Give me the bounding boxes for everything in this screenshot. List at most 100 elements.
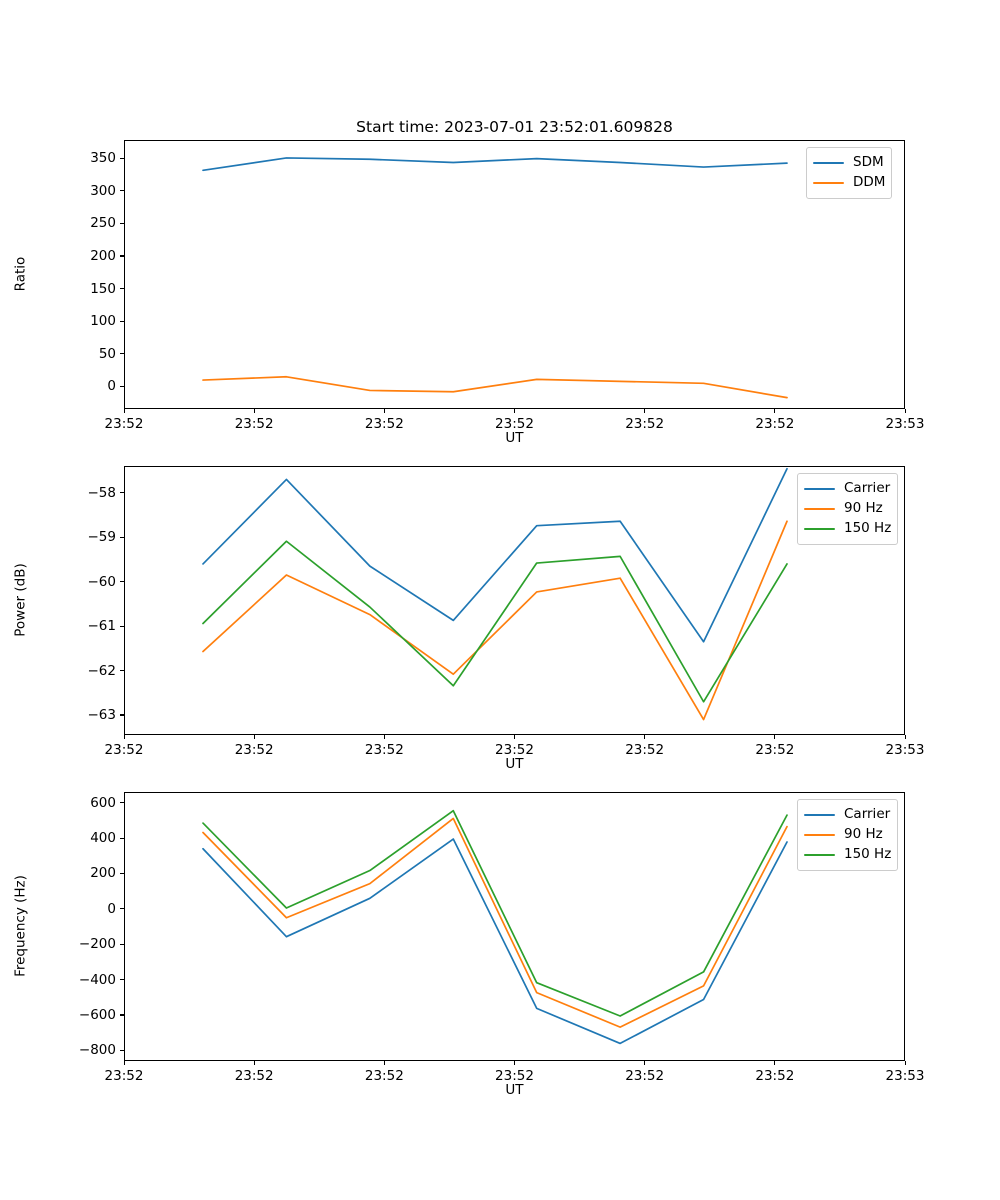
legend-label: 90 Hz: [844, 826, 883, 843]
x-tick-mark: [644, 735, 646, 739]
series-line-sdm: [202, 157, 788, 172]
figure-title: Start time: 2023-07-01 23:52:01.609828: [356, 118, 673, 136]
y-tick-mark: [120, 670, 124, 672]
x-tick-label: 23:52: [755, 742, 795, 758]
power-plot-area: [124, 466, 905, 735]
y-tick-label: 200: [90, 865, 116, 882]
y-tick-mark: [120, 288, 124, 290]
series-line-carrier: [202, 467, 788, 643]
ratio-legend: SDM DDM: [806, 147, 893, 199]
x-tick-mark: [253, 409, 255, 413]
x-tick-mark: [514, 409, 516, 413]
x-tick-mark: [904, 1061, 906, 1065]
x-tick-label: 23:52: [234, 742, 274, 758]
x-tick-label: 23:52: [625, 742, 665, 758]
x-tick-mark: [774, 1061, 776, 1065]
legend-item[interactable]: Carrier: [804, 479, 891, 499]
y-tick-label: 600: [90, 794, 116, 811]
y-tick-label: −61: [87, 618, 117, 635]
x-tick-label: 23:52: [495, 1068, 534, 1084]
legend-label: Carrier: [844, 480, 891, 497]
y-tick-label: 50: [98, 345, 116, 362]
ratio-series-layer: [202, 157, 788, 399]
legend-color-swatch: [813, 181, 844, 185]
frequency-x-axis-label: UT: [505, 1082, 524, 1098]
y-tick-mark: [120, 536, 124, 538]
legend-color-swatch: [813, 161, 844, 165]
y-tick-label: 350: [90, 150, 116, 167]
legend-item[interactable]: 90 Hz: [804, 825, 891, 845]
x-tick-mark: [383, 409, 385, 413]
x-tick-mark: [514, 1061, 516, 1065]
frequency-y-axis-label: Frequency (Hz): [12, 874, 28, 977]
legend-item[interactable]: 150 Hz: [804, 519, 891, 539]
y-tick-label: 0: [107, 378, 116, 395]
x-tick-label: 23:52: [104, 742, 144, 758]
x-tick-label: 23:52: [104, 416, 144, 432]
power-y-axis-label: Power (dB): [12, 562, 28, 637]
legend-label: 150 Hz: [844, 520, 892, 537]
legend-item[interactable]: 150 Hz: [804, 845, 891, 865]
x-tick-mark: [644, 409, 646, 413]
legend-item[interactable]: SDM: [813, 153, 885, 173]
y-tick-mark: [120, 222, 124, 224]
power-x-axis-label: UT: [505, 756, 524, 772]
y-tick-label: −200: [78, 936, 116, 953]
y-tick-label: −59: [87, 529, 117, 546]
ratio-plot-area: [124, 140, 905, 409]
legend-color-swatch: [804, 813, 835, 817]
frequency-legend: Carrier 90 Hz 150 Hz: [797, 799, 899, 871]
y-tick-label: −60: [87, 573, 117, 590]
x-tick-label: 23:52: [625, 416, 665, 432]
y-tick-mark: [120, 492, 124, 494]
y-tick-label: −800: [78, 1042, 116, 1059]
series-line-90-hz: [202, 520, 788, 721]
y-tick-label: −600: [78, 1006, 116, 1023]
y-tick-mark: [120, 979, 124, 981]
legend-label: Carrier: [844, 806, 891, 823]
y-tick-mark: [120, 255, 124, 257]
x-tick-mark: [383, 1061, 385, 1065]
y-tick-label: 300: [90, 182, 116, 199]
x-tick-label: 23:52: [364, 1068, 404, 1084]
x-tick-label: 23:52: [104, 1068, 144, 1084]
x-tick-label: 23:52: [495, 416, 534, 432]
frequency-plot-area: [124, 792, 905, 1061]
y-tick-mark: [120, 908, 124, 910]
y-tick-mark: [120, 320, 124, 322]
frequency-series-layer: [202, 809, 788, 1045]
series-line-carrier: [202, 838, 788, 1045]
y-tick-mark: [120, 802, 124, 804]
x-tick-mark: [253, 735, 255, 739]
series-line-150-hz: [202, 540, 788, 703]
y-tick-label: −62: [87, 662, 117, 679]
ratio-x-axis-label: UT: [505, 430, 524, 446]
legend-item[interactable]: Carrier: [804, 805, 891, 825]
x-tick-mark: [383, 735, 385, 739]
legend-color-swatch: [804, 507, 835, 511]
y-tick-label: −63: [87, 706, 117, 723]
x-tick-label: 23:53: [885, 742, 925, 758]
y-tick-label: −400: [78, 971, 116, 988]
y-tick-mark: [120, 714, 124, 716]
x-tick-label: 23:53: [885, 1068, 925, 1084]
y-tick-mark: [120, 872, 124, 874]
legend-item[interactable]: 90 Hz: [804, 499, 891, 519]
x-tick-mark: [123, 735, 125, 739]
y-tick-mark: [120, 157, 124, 159]
y-tick-mark: [120, 625, 124, 627]
legend-color-swatch: [804, 833, 835, 837]
legend-item[interactable]: DDM: [813, 173, 885, 193]
power-series-layer: [202, 467, 788, 721]
legend-label: 150 Hz: [844, 846, 892, 863]
x-tick-label: 23:53: [885, 416, 925, 432]
x-tick-mark: [253, 1061, 255, 1065]
y-tick-label: −58: [87, 484, 117, 501]
x-tick-mark: [123, 1061, 125, 1065]
legend-label: DDM: [853, 174, 886, 191]
x-tick-label: 23:52: [234, 416, 274, 432]
y-tick-mark: [120, 1049, 124, 1051]
x-tick-mark: [514, 735, 516, 739]
y-tick-label: 250: [90, 215, 116, 232]
